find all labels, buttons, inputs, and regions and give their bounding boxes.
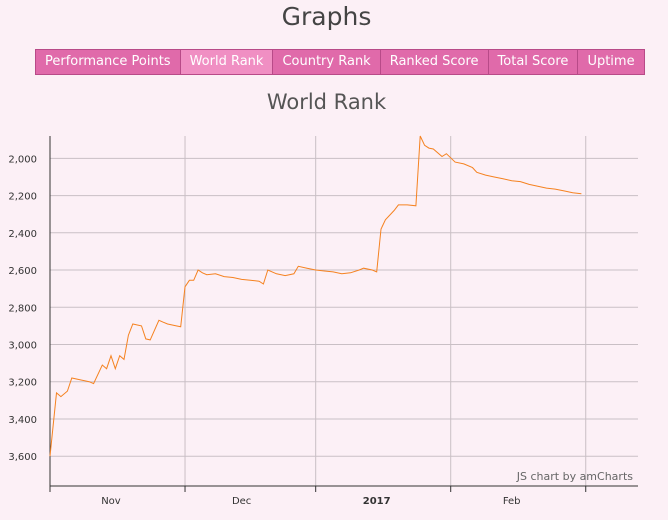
graph-tabs: Performance Points World Rank Country Ra… [35, 49, 645, 75]
world-rank-line [49, 135, 582, 457]
y-tick-label: 2,200 [8, 192, 37, 203]
x-tick-label: Nov [101, 496, 121, 507]
y-tick-label: 2,800 [8, 303, 37, 314]
y-tick-label: 3,200 [8, 378, 37, 389]
x-tick-label: Dec [232, 496, 251, 507]
y-tick-label: 2,600 [8, 266, 37, 277]
y-tick-label: 2,000 [8, 154, 37, 165]
grid-layer [49, 136, 638, 486]
y-tick-label: 3,000 [8, 341, 37, 352]
tab-country-rank[interactable]: Country Rank [272, 49, 381, 75]
x-tick-label: 2017 [363, 496, 391, 507]
x-tick-label: Feb [503, 496, 521, 507]
y-tick-label: 3,400 [8, 415, 37, 426]
chart-title: World Rank [266, 90, 387, 114]
y-tick-label: 3,600 [8, 452, 37, 463]
page-title: Graphs [281, 2, 372, 31]
tab-performance-points[interactable]: Performance Points [35, 49, 181, 75]
amcharts-credit-link[interactable]: JS chart by amCharts [516, 470, 633, 483]
tab-uptime[interactable]: Uptime [577, 49, 645, 75]
series-layer [49, 135, 582, 457]
axis-layer: 2,000 2,200 2,400 2,600 2,800 3,000 3,200 3,400… [8, 136, 638, 507]
y-tick-label: 2,400 [8, 229, 37, 240]
